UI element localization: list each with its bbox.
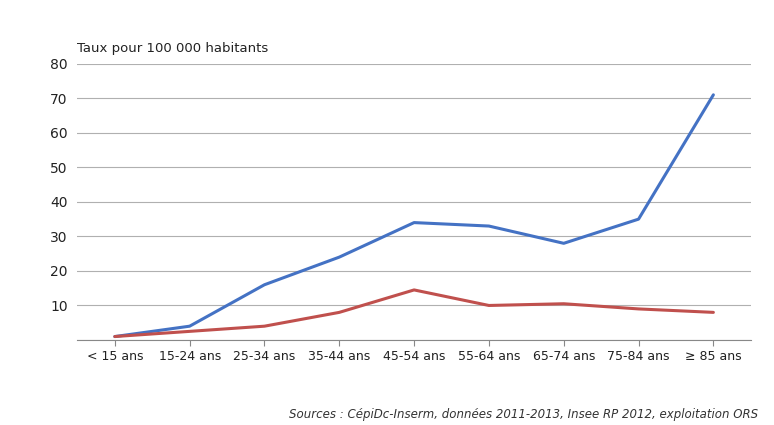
Femmes xyxy=(485,303,494,308)
Text: Sources : CépiDc-Inserm, données 2011-2013, Insee RP 2012, exploitation ORS: Sources : CépiDc-Inserm, données 2011-20… xyxy=(289,408,759,421)
Femmes xyxy=(634,306,643,312)
Femmes xyxy=(559,301,568,306)
Hommes xyxy=(559,241,568,246)
Line: Femmes: Femmes xyxy=(115,290,714,337)
Hommes xyxy=(185,324,194,329)
Hommes xyxy=(334,255,344,260)
Femmes xyxy=(185,329,194,334)
Hommes xyxy=(709,92,718,97)
Femmes xyxy=(334,310,344,315)
Femmes xyxy=(110,334,119,339)
Line: Hommes: Hommes xyxy=(115,95,714,337)
Femmes xyxy=(709,310,718,315)
Hommes xyxy=(485,224,494,229)
Hommes xyxy=(409,220,419,225)
Text: Taux pour 100 000 habitants: Taux pour 100 000 habitants xyxy=(77,42,269,55)
Hommes xyxy=(110,334,119,339)
Femmes xyxy=(409,287,419,292)
Hommes xyxy=(634,217,643,222)
Hommes xyxy=(260,282,269,287)
Femmes xyxy=(260,324,269,329)
